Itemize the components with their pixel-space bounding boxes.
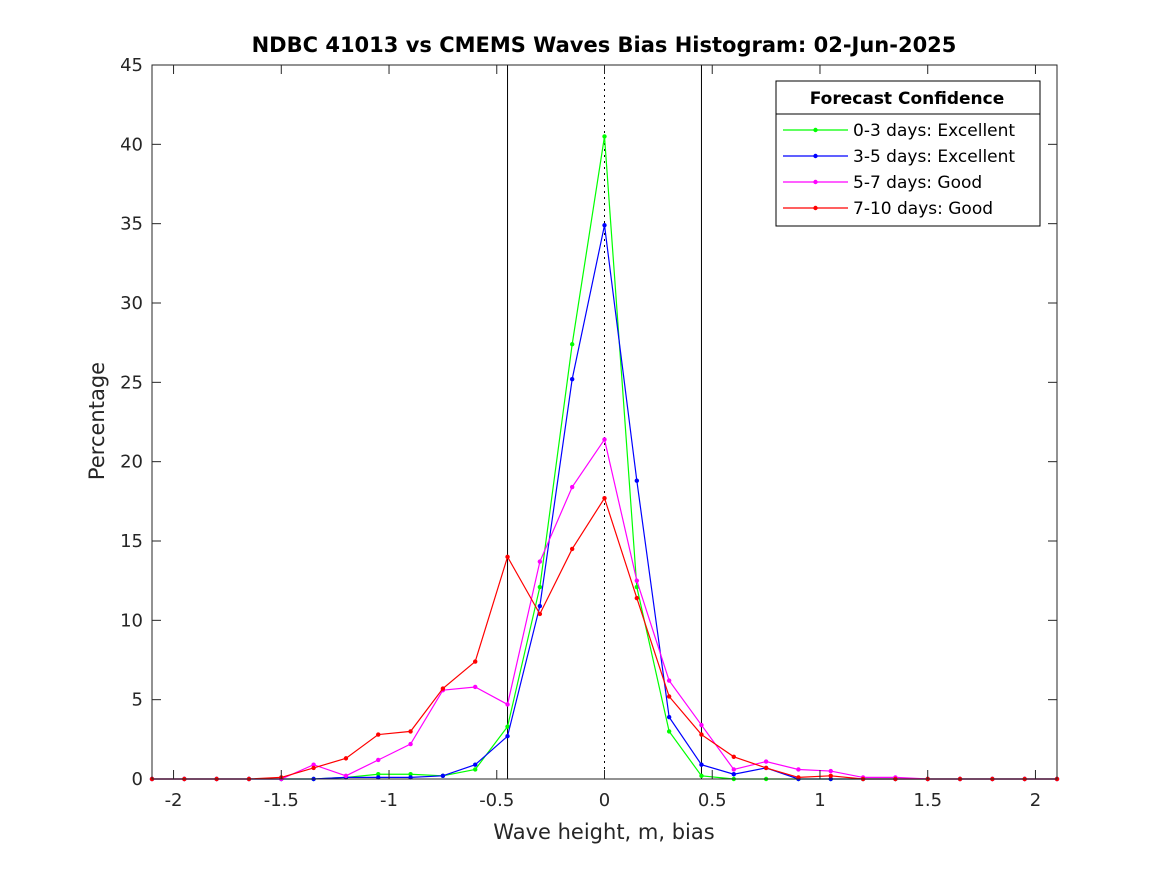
series-3-point	[763, 759, 769, 764]
series-3-point	[699, 722, 704, 728]
legend-marker-4	[813, 205, 818, 211]
y-tick-label: 15	[120, 531, 143, 552]
series-4-point	[602, 495, 607, 501]
series-4-point	[505, 554, 510, 560]
series-4-point	[569, 546, 575, 552]
series-4-point	[343, 756, 349, 761]
series-4-point	[828, 773, 833, 779]
x-tick-label: 1	[814, 790, 825, 811]
series-3-point	[343, 773, 349, 779]
series-2-point	[473, 762, 478, 767]
legend-marker-3	[813, 179, 818, 185]
series-2-point	[505, 733, 510, 739]
y-tick-label: 35	[120, 214, 143, 235]
series-4-point	[408, 729, 413, 734]
x-tick-label: 0	[599, 790, 610, 811]
series-3-point	[634, 578, 640, 583]
series-3-point	[473, 684, 478, 690]
x-tick-label: 1.5	[913, 790, 942, 811]
y-tick-label: 30	[120, 293, 143, 314]
series-3-point	[311, 762, 316, 767]
series-2-point	[731, 772, 736, 777]
series-4-point	[311, 765, 316, 771]
series-1-point	[408, 772, 413, 777]
legend-label-3: 5-7 days: Good	[853, 173, 982, 193]
series-3-point	[602, 437, 607, 442]
series-1-point	[569, 342, 575, 347]
series-4-point	[666, 694, 672, 699]
y-axis-title: Percentage	[85, 362, 109, 480]
x-tick-label: -0.5	[479, 790, 514, 811]
series-4-point	[473, 659, 478, 664]
y-tick-label: 25	[120, 372, 143, 393]
y-tick-label: 0	[132, 769, 143, 790]
y-tick-label: 5	[132, 690, 143, 711]
x-tick-label: 2	[1030, 790, 1041, 811]
series-2-point	[440, 773, 446, 779]
series-3-point	[796, 767, 801, 772]
legend-marker-2	[813, 153, 818, 159]
series-4-point	[731, 754, 736, 759]
legend-title: Forecast Confidence	[810, 89, 1005, 109]
legend: Forecast Confidence 0-3 days: Excellent 3…	[775, 80, 1041, 227]
y-tick-label: 45	[120, 55, 143, 76]
series-2-point	[699, 762, 704, 767]
y-tick-label: 40	[120, 134, 143, 155]
series-3-point	[731, 767, 736, 772]
y-tick-label: 10	[120, 610, 143, 631]
series-4-point	[440, 686, 446, 691]
x-tick-label: -2	[165, 790, 183, 811]
series-4-point	[763, 765, 769, 771]
series-2-point	[569, 376, 575, 382]
series-1-point	[699, 773, 704, 779]
series-2-point	[537, 603, 543, 609]
series-1-point	[505, 724, 510, 729]
series-1-point	[376, 772, 381, 777]
x-tick-label: -1	[380, 790, 398, 811]
x-tick-label: -1.5	[264, 790, 299, 811]
series-3-point	[505, 702, 510, 707]
legend-label-1: 0-3 days: Excellent	[853, 121, 1015, 141]
series-4-point	[376, 732, 381, 737]
series-3-point	[828, 768, 833, 774]
series-1-point	[666, 729, 672, 734]
x-axis-title: Wave height, m, bias	[493, 820, 714, 844]
chart-title: NDBC 41013 vs CMEMS Waves Bias Histogram…	[252, 33, 957, 57]
series-1-point	[537, 584, 543, 590]
series-4-point	[699, 732, 704, 737]
legend-label-4: 7-10 days: Good	[853, 199, 993, 219]
series-1-point	[602, 134, 607, 139]
series-2-point	[666, 714, 672, 720]
legend-box	[775, 80, 1041, 227]
series-1-point	[473, 767, 478, 772]
series-4-point	[634, 595, 640, 601]
series-3-point	[537, 559, 543, 564]
series-2-point	[602, 223, 607, 228]
series-3-point	[569, 484, 575, 490]
legend-marker-1	[813, 127, 818, 133]
series-2-point	[634, 478, 640, 483]
y-tick-label: 20	[120, 452, 143, 473]
legend-label-2: 3-5 days: Excellent	[853, 147, 1015, 167]
series-3-point	[408, 741, 413, 747]
x-tick-label: 0.5	[698, 790, 727, 811]
series-4-point	[537, 611, 543, 617]
series-3-point	[376, 757, 381, 763]
series-3-point	[666, 678, 672, 683]
